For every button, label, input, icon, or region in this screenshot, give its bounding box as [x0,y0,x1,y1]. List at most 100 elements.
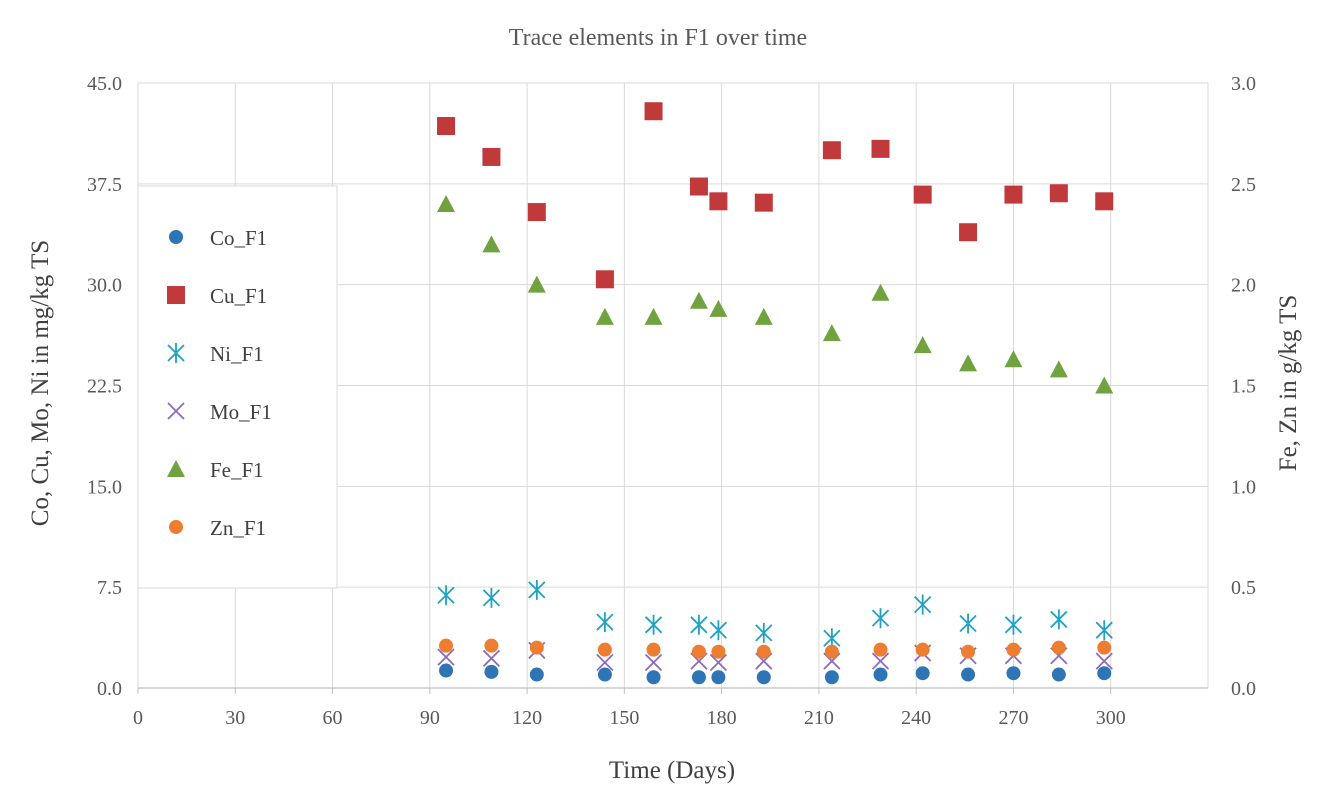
point-Ni_F1 [1004,614,1023,635]
point-Cu_F1 [437,117,456,136]
point-Mo_F1 [871,652,890,670]
legend-label: Cu_F1 [210,284,267,308]
y-tick-label: 7.5 [97,577,122,599]
y-tick-label: 22.5 [87,376,122,398]
point-Zn_F1 [484,638,499,653]
point-Zn_F1 [529,640,544,655]
y2-tick-label: 0.5 [1231,577,1256,599]
point-Fe_F1 [871,283,890,301]
legend-label: Co_F1 [210,226,267,250]
y2-tick-label: 1.5 [1231,376,1256,398]
point-Mo_F1 [482,649,501,668]
x-tick-label: 180 [707,707,737,729]
legend-marker-Zn_F1 [169,520,183,534]
series-Cu_F1 [437,102,1114,289]
x-tick-label: 210 [804,707,834,729]
point-Co_F1 [529,667,544,682]
point-Cu_F1 [754,193,773,212]
point-Co_F1 [824,670,839,685]
point-Cu_F1 [689,177,708,196]
data-marks [437,102,1114,685]
point-Co_F1 [691,670,706,685]
point-Zn_F1 [1006,642,1021,657]
point-Fe_F1 [959,354,978,372]
series-Mo_F1 [437,641,1113,672]
point-Zn_F1 [824,644,839,659]
point-Cu_F1 [1004,185,1023,204]
y2-tick-label: 2.5 [1231,174,1256,196]
y2-tick-label: 1.0 [1231,476,1256,498]
point-Fe_F1 [689,291,708,309]
legend: Co_F1 Cu_F1 Ni_F1 Mo_F1 Fe_F1 Zn_F1 [137,185,338,589]
point-Cu_F1 [644,102,663,121]
legend-marker-Co_F1 [169,230,183,244]
point-Co_F1 [1097,666,1112,681]
point-Ni_F1 [755,622,773,643]
x-tick-label: 270 [998,707,1028,729]
point-Co_F1 [439,663,454,678]
x-tick-label: 120 [512,707,542,729]
point-Zn_F1 [646,642,661,657]
point-Fe_F1 [644,307,663,325]
point-Mo_F1 [596,653,614,672]
point-Zn_F1 [1051,640,1066,655]
point-Fe_F1 [527,275,546,293]
point-Fe_F1 [754,307,773,325]
y-tick-label: 0.0 [97,678,122,700]
point-Cu_F1 [1049,184,1068,203]
point-Fe_F1 [1049,360,1068,378]
point-Co_F1 [484,664,499,679]
point-Fe_F1 [1004,350,1023,368]
legend-marker-Mo_F1 [167,402,185,420]
point-Fe_F1 [1095,376,1114,394]
point-Co_F1 [1006,666,1021,681]
point-Ni_F1 [871,608,890,629]
point-Mo_F1 [709,653,728,672]
point-Cu_F1 [959,223,978,242]
legend-label: Zn_F1 [210,516,266,540]
legend-marker-Ni_F1 [167,343,185,363]
y-axis-title: Co, Cu, Mo, Ni in mg/kg TS [27,240,54,526]
point-Cu_F1 [871,139,890,158]
point-Mo_F1 [1095,652,1113,670]
series-Co_F1 [439,663,1112,685]
point-Ni_F1 [482,587,501,608]
chart-title: Trace elements in F1 over time [509,25,807,51]
point-Zn_F1 [873,642,888,657]
x-axis-title: Time (Days) [609,757,735,784]
y-tick-label: 45.0 [87,73,122,95]
point-Zn_F1 [711,644,726,659]
point-Fe_F1 [913,336,932,354]
point-Co_F1 [961,667,976,682]
y-tick-label: 37.5 [87,174,122,196]
x-tick-label: 150 [609,707,639,729]
series-Fe_F1 [437,195,1114,394]
point-Ni_F1 [596,612,614,633]
point-Fe_F1 [595,307,614,325]
point-Ni_F1 [437,585,455,606]
point-Ni_F1 [528,579,546,600]
point-Cu_F1 [482,147,501,166]
point-Co_F1 [711,670,726,685]
gridlines [137,82,1209,689]
point-Ni_F1 [959,613,977,634]
point-Zn_F1 [961,644,976,659]
point-Cu_F1 [595,270,614,289]
series-Zn_F1 [439,638,1112,659]
point-Co_F1 [1051,667,1066,682]
series-Ni_F1 [437,579,1113,649]
legend-label: Ni_F1 [210,342,264,366]
point-Mo_F1 [437,648,455,666]
point-Ni_F1 [914,594,932,615]
point-Co_F1 [597,667,612,682]
axes [137,687,1208,694]
point-Co_F1 [756,670,771,685]
legend-marker-Cu_F1 [167,286,185,304]
point-Zn_F1 [439,638,454,653]
point-Fe_F1 [709,299,728,317]
point-Cu_F1 [913,185,932,204]
legend-marker-Fe_F1 [167,460,185,477]
point-Mo_F1 [644,653,663,672]
x-tick-label: 60 [323,707,343,729]
